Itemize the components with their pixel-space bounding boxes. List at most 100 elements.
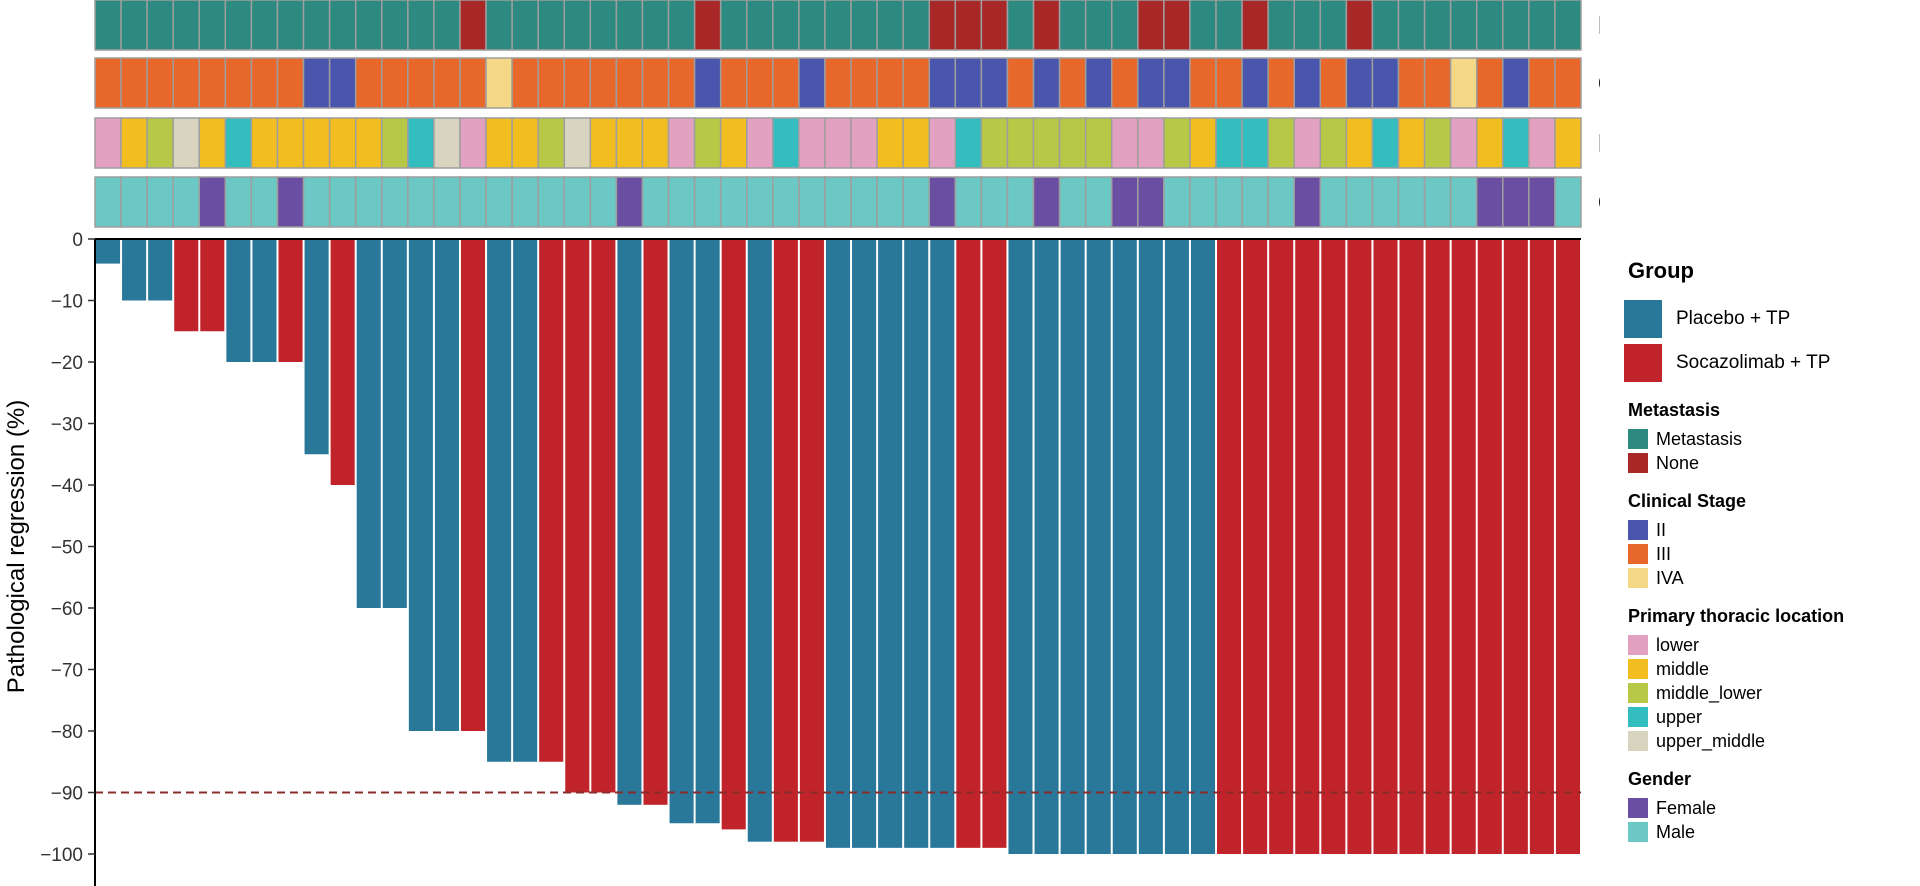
track-tile bbox=[1241, 176, 1269, 228]
bar bbox=[956, 239, 981, 848]
track-tile bbox=[1397, 57, 1426, 109]
track-tile bbox=[746, 176, 774, 228]
bar bbox=[878, 239, 903, 848]
track-tile bbox=[772, 57, 800, 109]
legend-swatch bbox=[1628, 568, 1648, 588]
legend-group-item: Socazolimab + TP bbox=[1624, 342, 1914, 384]
track-tile bbox=[1058, 0, 1087, 51]
track-tile bbox=[1163, 57, 1191, 109]
legend-group-item: Placebo + TP bbox=[1624, 298, 1914, 340]
legend-label: Placebo + TP bbox=[1676, 308, 1791, 329]
bar bbox=[930, 239, 955, 848]
track-tile bbox=[537, 117, 566, 169]
track-tile bbox=[589, 57, 618, 109]
track-tile bbox=[1189, 57, 1217, 109]
track-stage: Clinical Stage bbox=[94, 57, 1600, 109]
legend-item: upper_middle bbox=[1624, 729, 1914, 753]
legend: Group Placebo + TP Socazolimab + TP Meta… bbox=[1624, 258, 1914, 844]
bar bbox=[434, 239, 459, 731]
track-tile bbox=[1345, 117, 1374, 169]
bar bbox=[513, 239, 538, 762]
track-tile bbox=[407, 117, 435, 169]
track-tile bbox=[224, 117, 253, 169]
bar bbox=[1555, 239, 1580, 854]
track-tile bbox=[1449, 176, 1478, 228]
track-tile bbox=[719, 176, 748, 228]
track-tile bbox=[146, 57, 174, 109]
track-tile bbox=[250, 176, 279, 228]
track-tile bbox=[1319, 117, 1348, 169]
bar bbox=[1243, 239, 1268, 854]
track-tile bbox=[328, 176, 357, 228]
track-tile bbox=[1554, 176, 1582, 228]
track-tile bbox=[1554, 57, 1582, 109]
track-tile bbox=[94, 176, 122, 228]
track-tile bbox=[798, 57, 826, 109]
legend-swatch bbox=[1628, 683, 1648, 703]
legend-swatch bbox=[1624, 344, 1662, 382]
legend-label: Metastasis bbox=[1656, 428, 1743, 449]
track-tile bbox=[954, 0, 983, 51]
legend-section-title: Gender bbox=[1628, 769, 1692, 789]
track-tile bbox=[1058, 57, 1087, 109]
track-tile bbox=[615, 0, 644, 51]
bar bbox=[773, 239, 798, 842]
bar bbox=[695, 239, 720, 824]
track-tile bbox=[1423, 176, 1452, 228]
legend-section-title: Metastasis bbox=[1628, 400, 1721, 420]
track-tile bbox=[250, 57, 279, 109]
track-tile bbox=[537, 0, 566, 51]
track-tile bbox=[198, 57, 227, 109]
track-tile bbox=[1267, 176, 1295, 228]
bar bbox=[721, 239, 746, 830]
track-tile bbox=[1189, 0, 1217, 51]
bar bbox=[1008, 239, 1033, 854]
track-tile bbox=[1345, 57, 1374, 109]
track-tile bbox=[485, 0, 513, 51]
track-tile bbox=[1397, 117, 1426, 169]
bar bbox=[1451, 239, 1476, 854]
legend-label: middle bbox=[1656, 658, 1710, 679]
bar bbox=[1269, 239, 1294, 854]
track-tile bbox=[354, 57, 383, 109]
legend-label: lower bbox=[1656, 634, 1700, 655]
track-tile bbox=[354, 117, 383, 169]
track-tile bbox=[667, 57, 696, 109]
track-tile bbox=[1267, 117, 1295, 169]
axes: 0 −10 −20 −30 −40 −50 −60 −70 −80 −90 −100 Patholog… bbox=[3, 230, 1581, 886]
track-tile bbox=[302, 0, 331, 51]
track-tile bbox=[511, 176, 539, 228]
legend-label: Female bbox=[1656, 797, 1717, 818]
legend-label: IVA bbox=[1656, 567, 1684, 588]
track-tile bbox=[1058, 117, 1087, 169]
track-tile bbox=[276, 176, 305, 228]
legend-swatch bbox=[1628, 822, 1648, 842]
waterfall-chart: Metastasis Clinical Stage Primary thoracic… bbox=[3, 0, 1600, 886]
track-tile bbox=[1110, 57, 1139, 109]
track-tile bbox=[302, 176, 331, 228]
track-tile bbox=[1163, 0, 1191, 51]
track-tile bbox=[1371, 176, 1400, 228]
track-tile bbox=[667, 0, 696, 51]
track-tile bbox=[772, 0, 800, 51]
track-label: Primary thoracic location bbox=[1598, 128, 1600, 158]
track-tile bbox=[354, 0, 383, 51]
track-tile bbox=[719, 57, 748, 109]
legend-item: IVA bbox=[1624, 566, 1914, 590]
track-tile bbox=[224, 57, 253, 109]
track-tile bbox=[1475, 117, 1504, 169]
track-tile bbox=[1528, 117, 1556, 169]
track-tile bbox=[876, 117, 904, 169]
y-tick-label: −60 bbox=[51, 599, 83, 620]
track-tile bbox=[850, 117, 878, 169]
track-tile bbox=[563, 0, 592, 51]
track-gender: Gender bbox=[94, 176, 1600, 228]
y-tick-label: −30 bbox=[51, 415, 83, 436]
track-tile bbox=[719, 0, 748, 51]
track-tile bbox=[120, 57, 148, 109]
track-tile bbox=[1397, 176, 1426, 228]
track-tile bbox=[1189, 117, 1217, 169]
track-tile bbox=[772, 117, 800, 169]
track-tile bbox=[1189, 176, 1217, 228]
track-tile bbox=[94, 0, 122, 51]
